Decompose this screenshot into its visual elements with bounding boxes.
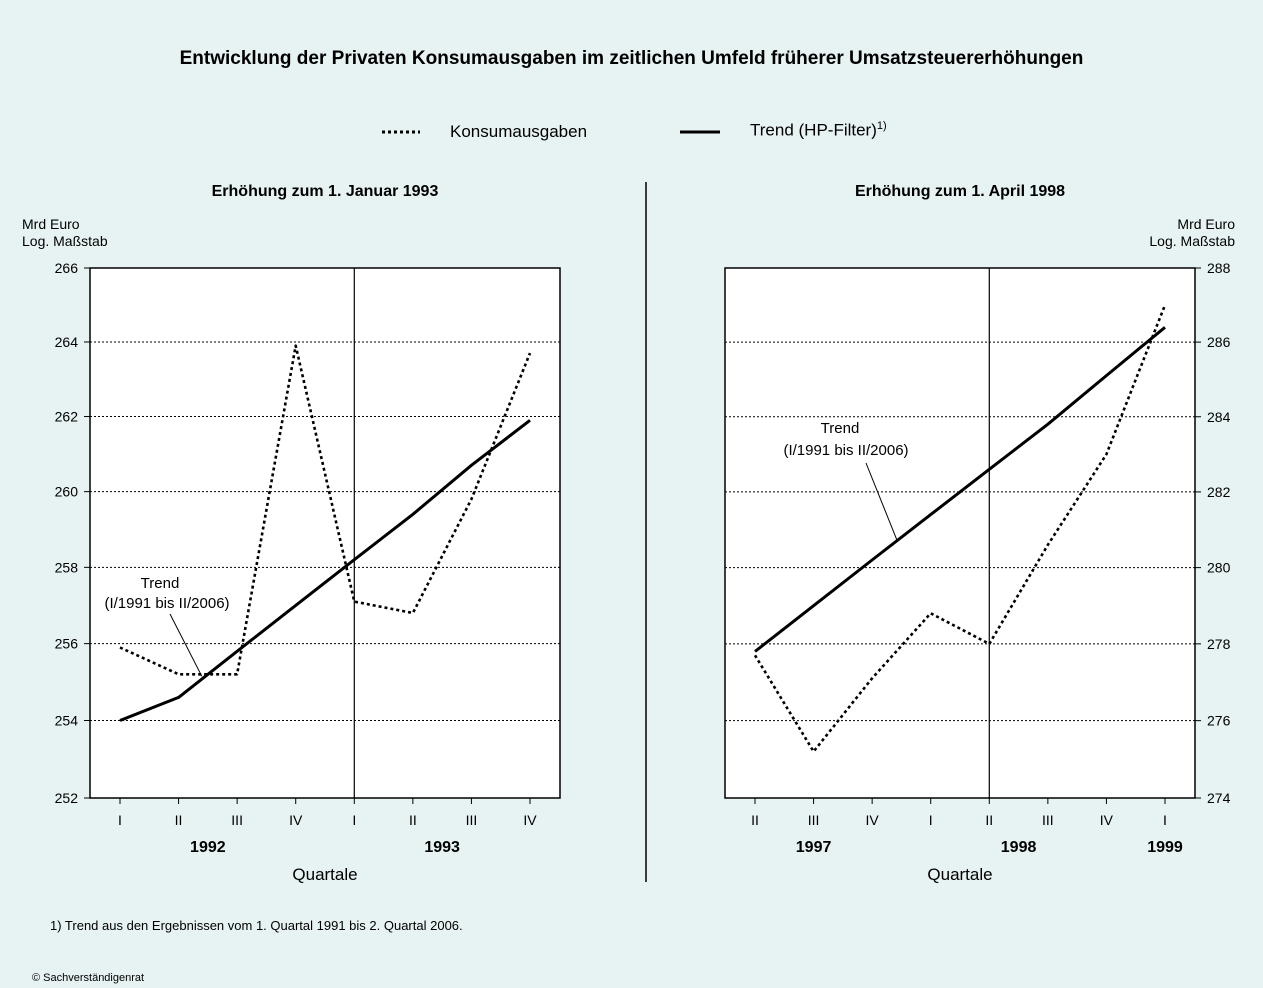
- right-year-label: 1997: [796, 839, 832, 856]
- left-unit-line2: Log. Maßstab: [22, 233, 108, 249]
- right-series-konsumausgaben-line: [753, 304, 1167, 753]
- right-y-tick-label: 288: [1207, 260, 1231, 276]
- left-y-tick-label: 262: [55, 409, 79, 425]
- right-y-tick-label: 284: [1207, 409, 1231, 425]
- right-series-trend-line: [754, 326, 1166, 653]
- left-y-tick-label: 252: [55, 790, 79, 806]
- copyright: © Sachverständigenrat: [32, 972, 145, 984]
- right-unit-line2: Log. Maßstab: [1149, 233, 1235, 249]
- left-panel-title: Erhöhung zum 1. Januar 1993: [211, 183, 439, 200]
- right-x-tick-label: III: [1042, 812, 1054, 828]
- right-y-tick-label: 286: [1207, 334, 1231, 350]
- left-x-tick-label: IV: [289, 812, 303, 828]
- left-y-tick-label: 254: [55, 713, 79, 729]
- right-unit-label: Mrd Euro Log. Maßstab: [1149, 216, 1235, 250]
- right-x-axis-title: Quartale: [927, 865, 992, 884]
- left-x-tick-label: I: [118, 812, 122, 828]
- left-series-konsumausgaben-line: [119, 344, 532, 676]
- right-annotation-line1: Trend: [821, 420, 860, 437]
- left-annotation-leader: [169, 613, 203, 677]
- right-x-tick-label: IV: [866, 812, 880, 828]
- left-x-tick-label: II: [175, 812, 183, 828]
- right-unit-line1: Mrd Euro: [1177, 216, 1235, 232]
- left-x-tick-label: II: [409, 812, 417, 828]
- left-unit-label: Mrd Euro Log. Maßstab: [22, 216, 108, 250]
- legend-label-trend-text: Trend (HP-Filter): [750, 120, 877, 140]
- left-y-tick-label: 266: [55, 260, 79, 276]
- right-year-label: 1998: [1001, 839, 1037, 856]
- right-x-tick-label: III: [808, 812, 820, 828]
- left-plot-area: [89, 267, 561, 799]
- right-panel-title: Erhöhung zum 1. April 1998: [854, 183, 1066, 200]
- left-x-tick-label: I: [352, 812, 356, 828]
- right-x-tick-label: II: [985, 812, 993, 828]
- chart-title: Entwicklung der Privaten Konsumausgaben …: [179, 48, 1084, 69]
- left-y-tick-label: 260: [55, 484, 79, 500]
- left-x-tick-label: III: [466, 812, 478, 828]
- legend-label-trend: Trend (HP-Filter)1): [750, 120, 887, 141]
- right-y-tick-label: 276: [1207, 713, 1231, 729]
- right-year-label: 1999: [1147, 839, 1183, 856]
- legend-label-konsumausgaben: Konsumausgaben: [450, 122, 588, 141]
- right-x-tick-label: IV: [1100, 812, 1114, 828]
- left-y-tick-label: 258: [55, 559, 79, 575]
- right-y-tick-label: 282: [1207, 484, 1231, 500]
- left-unit-line1: Mrd Euro: [22, 216, 80, 232]
- left-x-tick-label: IV: [523, 812, 537, 828]
- left-year-label: 1993: [424, 839, 460, 856]
- right-x-tick-label: I: [1163, 812, 1167, 828]
- right-x-tick-label: I: [929, 812, 933, 828]
- left-annotation-line1: Trend: [141, 575, 180, 592]
- legend-footnote-marker: 1): [876, 120, 887, 132]
- right-annotation-leader: [865, 462, 898, 542]
- left-y-tick-label: 256: [55, 636, 79, 652]
- left-x-tick-label: III: [231, 812, 243, 828]
- footnote: 1) Trend aus den Ergebnissen vom 1. Quar…: [50, 918, 463, 933]
- left-x-axis-title: Quartale: [292, 865, 357, 884]
- right-y-tick-label: 278: [1207, 636, 1231, 652]
- left-y-tick-label: 264: [55, 334, 79, 350]
- left-year-label: 1992: [190, 839, 226, 856]
- left-annotation-line2: (I/1991 bis II/2006): [104, 595, 229, 612]
- right-x-tick-label: II: [751, 812, 759, 828]
- right-plot-area: [724, 267, 1196, 799]
- right-y-tick-label: 274: [1207, 790, 1231, 806]
- right-y-tick-label: 280: [1207, 560, 1231, 576]
- right-annotation-line2: (I/1991 bis II/2006): [783, 442, 908, 459]
- left-series-trend-line: [119, 419, 531, 722]
